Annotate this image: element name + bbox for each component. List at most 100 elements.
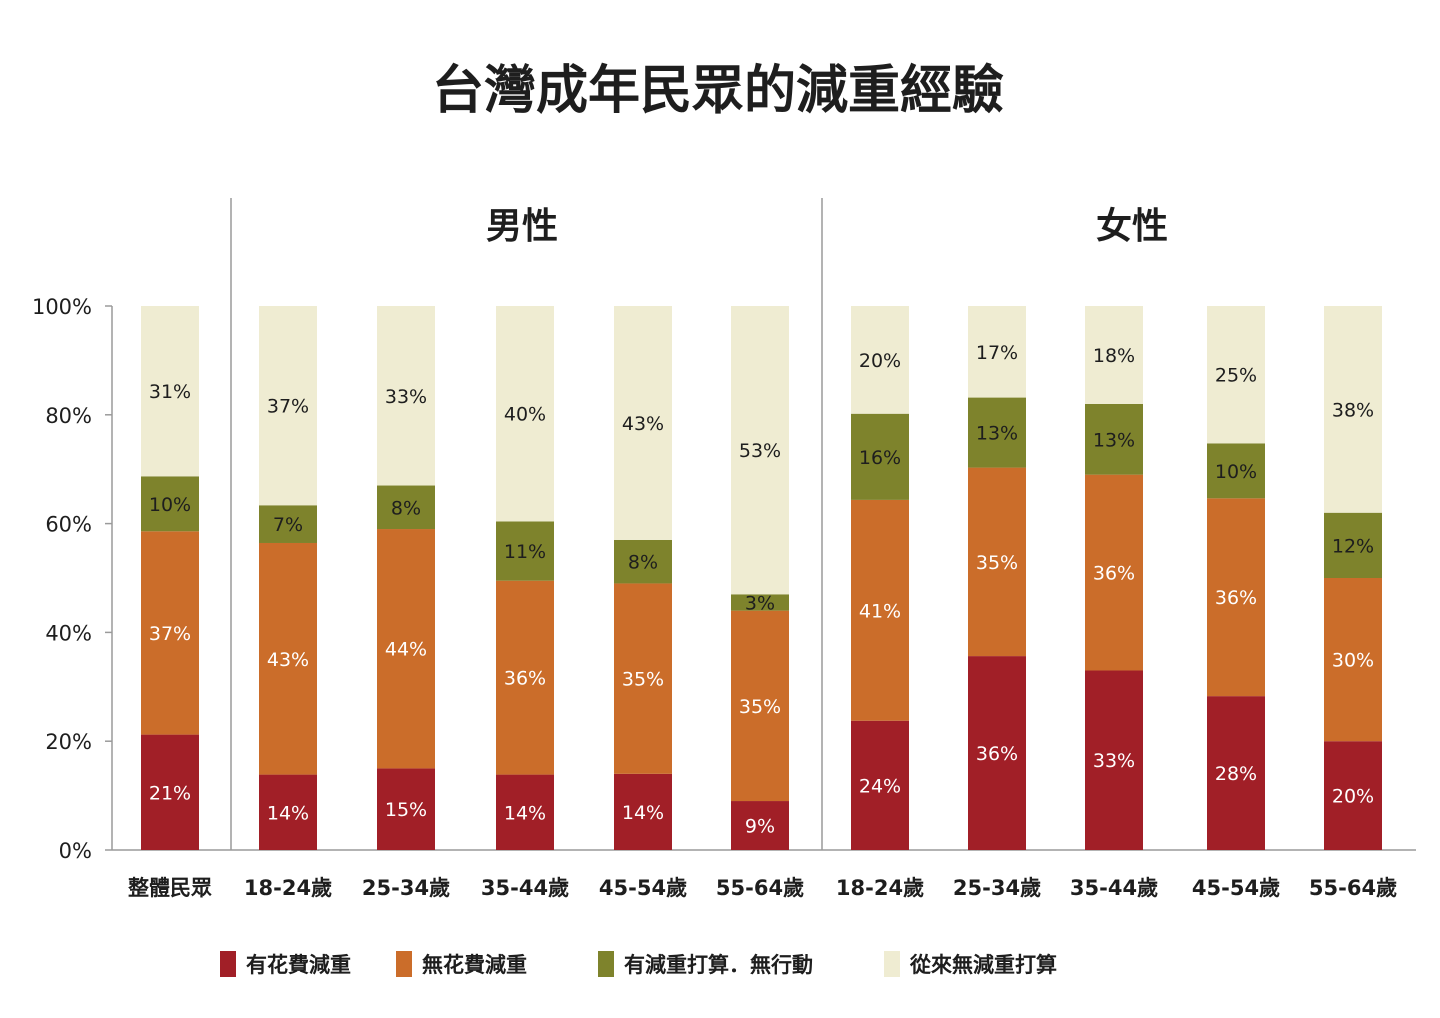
data-label: 36%: [504, 668, 546, 690]
data-label: 21%: [149, 782, 191, 804]
data-label: 38%: [1332, 399, 1374, 421]
data-label: 24%: [859, 775, 901, 797]
bar-segment: [496, 580, 554, 775]
data-label: 25%: [1215, 365, 1257, 387]
data-label: 35%: [622, 669, 664, 691]
legend-swatch: [396, 951, 412, 977]
bar-segment: [1324, 578, 1382, 742]
bar-segment: [141, 476, 199, 532]
x-category-label: 25-34歲: [362, 876, 450, 900]
bar-segment: [731, 306, 789, 595]
x-category-label: 35-44歲: [1070, 876, 1158, 900]
x-category-labels: 整體民眾 18-24歲 25-34歲 35-44歲 45-54歲 55-64歲 18-24歲…: [128, 876, 1397, 900]
data-label: 17%: [976, 342, 1018, 364]
x-category-label: 45-54歲: [599, 876, 687, 900]
data-label: 36%: [1093, 563, 1135, 585]
chart-axes: 0% 20% 40% 60% 80% 100%: [32, 198, 1416, 863]
data-label: 9%: [745, 816, 775, 838]
bar-segment: [968, 306, 1026, 398]
legend-swatch: [220, 951, 236, 977]
data-label: 3%: [745, 592, 775, 614]
bar-segment: [259, 505, 317, 543]
data-label: 10%: [1215, 461, 1257, 483]
bar-segment: [1207, 306, 1265, 444]
bar-segment: [259, 306, 317, 506]
bar-segment: [851, 499, 909, 721]
data-label: 35%: [739, 696, 781, 718]
data-label: 36%: [976, 743, 1018, 765]
bar-segment: [377, 768, 435, 850]
data-label: 20%: [859, 350, 901, 372]
bar-segment: [377, 306, 435, 486]
x-category-label: 35-44歲: [481, 876, 569, 900]
group-label: 男性: [486, 206, 558, 247]
bar-segment: [614, 773, 672, 850]
legend-swatch: [598, 951, 614, 977]
data-label: 43%: [622, 413, 664, 435]
bar-segment: [968, 467, 1026, 657]
data-label: 30%: [1332, 650, 1374, 672]
data-label: 10%: [149, 494, 191, 516]
bar-segment: [1207, 696, 1265, 850]
data-label: 13%: [976, 423, 1018, 445]
bar-segment: [731, 594, 789, 611]
bar-segment: [1324, 306, 1382, 513]
bar-segment: [377, 529, 435, 769]
data-label: 33%: [1093, 750, 1135, 772]
bar-segment: [259, 774, 317, 850]
x-category-label: 55-64歲: [716, 876, 804, 900]
data-label: 20%: [1332, 786, 1374, 808]
bar-segment: [851, 720, 909, 850]
chart-title: 台灣成年民眾的減重經驗: [432, 61, 1004, 121]
data-label: 44%: [385, 639, 427, 661]
data-label: 14%: [622, 802, 664, 824]
bar-segment: [851, 413, 909, 500]
x-category-label: 18-24歲: [836, 876, 924, 900]
bar-segment: [1085, 474, 1143, 671]
data-label: 43%: [267, 649, 309, 671]
group-label: 女性: [1096, 206, 1168, 247]
y-tick-label: 0%: [59, 839, 92, 863]
data-label: 40%: [504, 404, 546, 426]
data-label: 35%: [976, 552, 1018, 574]
legend: 有花費減重 無花費減重 有減重打算．無行動 從來無減重打算: [220, 951, 1057, 977]
data-label: 13%: [1093, 429, 1135, 451]
bar-segment: [377, 485, 435, 530]
bar-segment: [968, 656, 1026, 850]
bar-segment: [1085, 670, 1143, 850]
data-label: 33%: [385, 386, 427, 408]
bar-segment: [731, 801, 789, 850]
data-label: 53%: [739, 440, 781, 462]
data-label: 7%: [273, 514, 303, 536]
x-category-label: 55-64歲: [1309, 876, 1397, 900]
legend-label: 從來無減重打算: [909, 953, 1057, 977]
bar-segment: [141, 531, 199, 735]
data-label: 12%: [1332, 535, 1374, 557]
bars: [141, 306, 1382, 850]
data-label: 18%: [1093, 345, 1135, 367]
bar-segment: [1324, 512, 1382, 578]
bar-segment: [731, 610, 789, 802]
bar-segment: [1085, 403, 1143, 475]
bar-segment: [1324, 741, 1382, 850]
data-label: 37%: [149, 623, 191, 645]
data-label: 14%: [504, 802, 546, 824]
x-category-label: 整體民眾: [128, 876, 212, 900]
bar-segment: [496, 521, 554, 581]
data-label: 14%: [267, 802, 309, 824]
bar-segment: [259, 542, 317, 775]
legend-swatch: [884, 951, 900, 977]
bar-segment: [141, 734, 199, 850]
bar-segment: [968, 397, 1026, 468]
bar-segment: [496, 774, 554, 850]
y-tick-label: 60%: [45, 513, 92, 537]
data-label: 31%: [149, 381, 191, 403]
data-label: 41%: [859, 600, 901, 622]
bar-segment: [614, 539, 672, 584]
data-label: 37%: [267, 396, 309, 418]
y-tick-label: 40%: [45, 621, 92, 645]
bar-segment: [851, 306, 909, 414]
bar-segment: [1085, 306, 1143, 404]
y-tick-label: 100%: [32, 295, 92, 319]
